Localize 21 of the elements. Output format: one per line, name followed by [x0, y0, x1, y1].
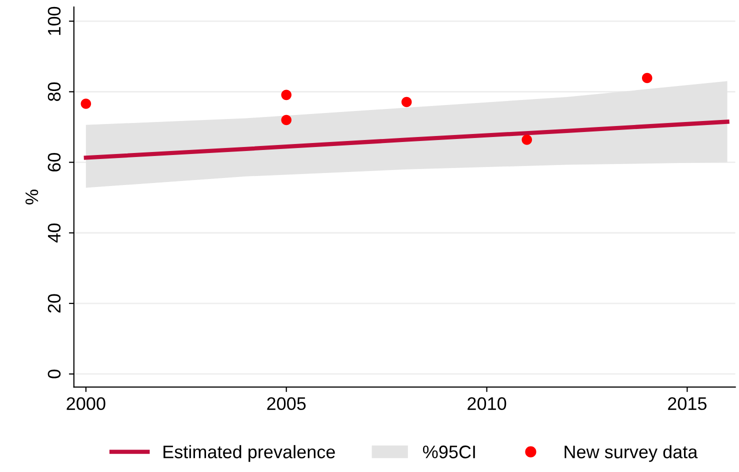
x-tick-label: 2005 [267, 397, 306, 410]
point [401, 96, 412, 108]
y-tick-label: 0 [48, 370, 61, 378]
y-tick-label: 60 [48, 152, 61, 172]
line-series [84, 120, 730, 160]
y-tick-label: 100 [48, 6, 61, 35]
y-tick-label: 80 [48, 82, 61, 102]
x-tick-label: 2015 [668, 397, 707, 410]
point [281, 114, 292, 126]
x-tick-label: 2010 [468, 397, 506, 410]
point [642, 72, 652, 84]
y-tick-label: 40 [48, 224, 61, 242]
legend-label: %95CI [423, 446, 475, 458]
x-tick-label: 2000 [66, 397, 106, 410]
y-tick-label: 20 [48, 294, 61, 313]
point [281, 90, 292, 100]
legend-label: Estimated prevalence [164, 445, 335, 462]
legend-label: New survey data [564, 445, 698, 462]
y-axis-title: % [26, 190, 38, 204]
point [80, 98, 92, 109]
point [522, 134, 532, 145]
